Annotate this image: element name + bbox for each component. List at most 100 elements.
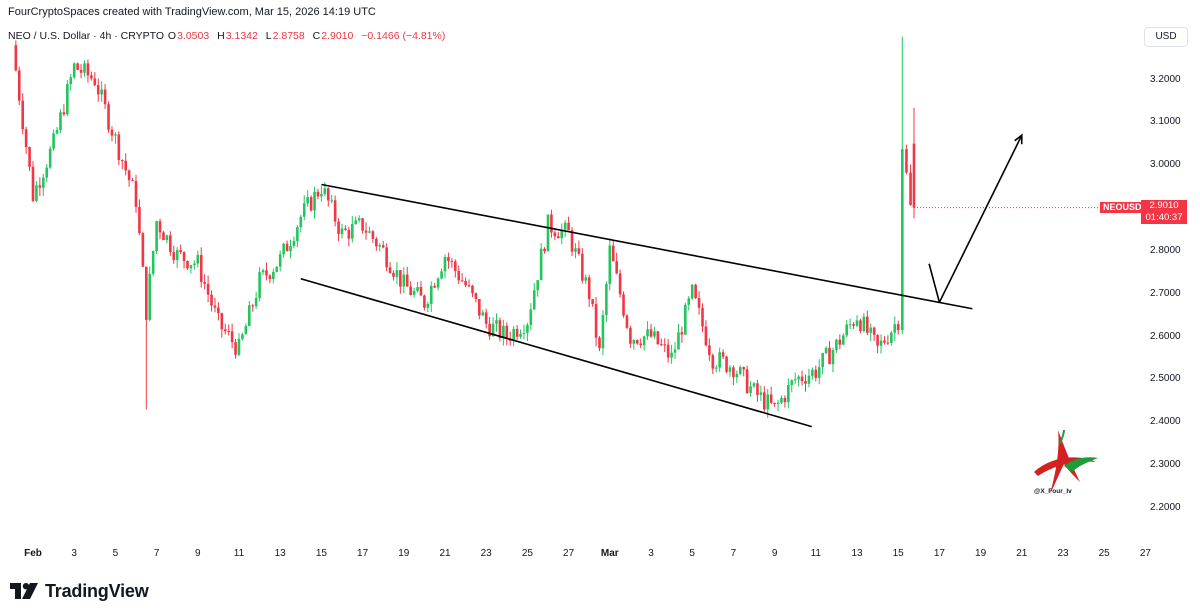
- candle-body[interactable]: [42, 177, 45, 188]
- candle-body[interactable]: [62, 112, 66, 115]
- candle-body[interactable]: [553, 232, 557, 237]
- candle-body[interactable]: [175, 250, 179, 261]
- candle-body[interactable]: [471, 285, 474, 294]
- candle-body[interactable]: [570, 230, 574, 252]
- upper-trendline[interactable]: [321, 183, 973, 310]
- candle-body[interactable]: [862, 316, 866, 332]
- candle-body[interactable]: [86, 63, 90, 76]
- candle-body[interactable]: [278, 254, 282, 267]
- candle-body[interactable]: [131, 180, 134, 182]
- candle-body[interactable]: [230, 331, 234, 343]
- candle-body[interactable]: [326, 188, 330, 201]
- candle-body[interactable]: [587, 277, 591, 300]
- candle-body[interactable]: [90, 75, 93, 79]
- candle-body[interactable]: [114, 134, 117, 136]
- candle-body[interactable]: [519, 333, 522, 337]
- candle-body[interactable]: [220, 313, 224, 330]
- candle-body[interactable]: [567, 222, 570, 231]
- candle-body[interactable]: [351, 224, 354, 239]
- candle-body[interactable]: [457, 270, 461, 281]
- candle-body[interactable]: [426, 303, 430, 308]
- candle-body[interactable]: [605, 283, 608, 316]
- candle-body[interactable]: [433, 285, 436, 288]
- candle-body[interactable]: [543, 248, 546, 252]
- candle-body[interactable]: [890, 332, 893, 344]
- candle-body[interactable]: [79, 69, 83, 73]
- candle-body[interactable]: [828, 347, 831, 365]
- candle-body[interactable]: [172, 252, 176, 261]
- candle-body[interactable]: [76, 63, 79, 70]
- candle-body[interactable]: [866, 316, 869, 333]
- candle-body[interactable]: [742, 367, 745, 370]
- candle-body[interactable]: [704, 326, 708, 346]
- candle-body[interactable]: [447, 257, 450, 262]
- candle-body[interactable]: [35, 185, 38, 201]
- candle-body[interactable]: [536, 280, 539, 291]
- candle-body[interactable]: [464, 281, 467, 286]
- candle-body[interactable]: [484, 312, 488, 324]
- candle-body[interactable]: [522, 332, 526, 334]
- candle-body[interactable]: [141, 233, 145, 267]
- candle-body[interactable]: [632, 340, 636, 344]
- candle-body[interactable]: [59, 112, 62, 130]
- candle-body[interactable]: [838, 339, 842, 345]
- candle-body[interactable]: [660, 344, 663, 346]
- candle-body[interactable]: [831, 350, 835, 365]
- candle-body[interactable]: [100, 89, 103, 95]
- candle-body[interactable]: [69, 77, 73, 85]
- candle-body[interactable]: [505, 325, 509, 339]
- candle-body[interactable]: [591, 299, 594, 305]
- candle-body[interactable]: [217, 307, 220, 314]
- candle-body[interactable]: [697, 298, 701, 308]
- candle-body[interactable]: [872, 327, 876, 335]
- candle-body[interactable]: [52, 133, 55, 149]
- candle-body[interactable]: [381, 245, 385, 248]
- candle-body[interactable]: [138, 206, 141, 234]
- projection-leg-down[interactable]: [928, 263, 941, 303]
- candle-body[interactable]: [223, 329, 227, 332]
- candle-body[interactable]: [354, 220, 358, 225]
- candle-body[interactable]: [409, 286, 412, 295]
- candle-body[interactable]: [752, 383, 756, 387]
- candle-body[interactable]: [793, 379, 797, 381]
- candle-body[interactable]: [787, 384, 790, 403]
- candle-body[interactable]: [642, 336, 646, 346]
- candle-body[interactable]: [766, 394, 770, 410]
- candle-body[interactable]: [21, 100, 24, 130]
- candle-body[interactable]: [282, 243, 285, 255]
- candle-body[interactable]: [491, 323, 495, 337]
- candle-body[interactable]: [93, 78, 97, 86]
- candle-body[interactable]: [364, 230, 368, 233]
- candle-body[interactable]: [474, 293, 478, 299]
- candle-body[interactable]: [852, 324, 855, 326]
- candle-body[interactable]: [804, 381, 807, 384]
- candle-body[interactable]: [488, 323, 491, 337]
- candle-body[interactable]: [454, 261, 457, 271]
- candle-body[interactable]: [443, 257, 447, 272]
- candle-body[interactable]: [594, 304, 598, 338]
- candle-body[interactable]: [371, 231, 375, 239]
- candle-body[interactable]: [296, 227, 299, 241]
- candle-body[interactable]: [162, 232, 165, 241]
- candle-body[interactable]: [526, 324, 529, 333]
- candle-body[interactable]: [148, 273, 152, 320]
- candle-body[interactable]: [550, 214, 553, 233]
- candle-body[interactable]: [103, 89, 107, 105]
- candle-body[interactable]: [117, 134, 121, 161]
- candle-body[interactable]: [306, 197, 309, 204]
- candle-body[interactable]: [859, 320, 862, 332]
- candle-body[interactable]: [721, 352, 725, 357]
- candle-body[interactable]: [773, 402, 776, 404]
- candle-body[interactable]: [289, 246, 292, 252]
- candle-body[interactable]: [344, 228, 347, 230]
- candle-body[interactable]: [17, 70, 21, 101]
- candle-body[interactable]: [55, 129, 59, 134]
- candle-body[interactable]: [883, 340, 886, 343]
- candle-body[interactable]: [649, 329, 653, 337]
- candle-body[interactable]: [811, 369, 814, 376]
- candle-body[interactable]: [824, 347, 828, 354]
- candle-body[interactable]: [656, 331, 660, 345]
- candle-body[interactable]: [395, 270, 399, 277]
- candle-body[interactable]: [66, 84, 69, 115]
